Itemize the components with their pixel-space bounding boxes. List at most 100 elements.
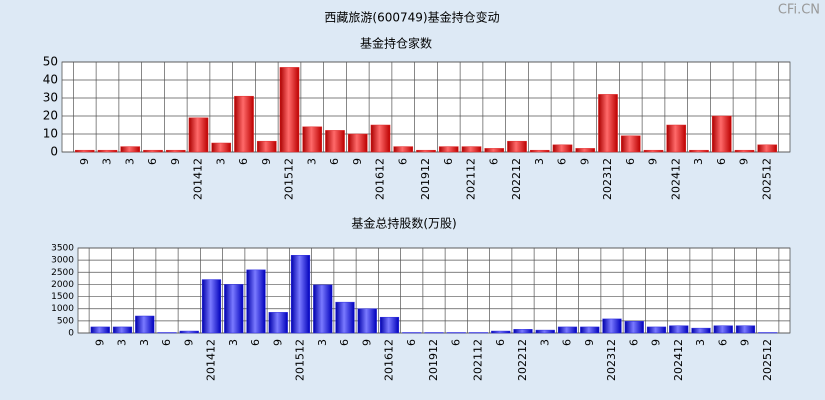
bar (711, 115, 732, 153)
x-tick-label: 201512 (294, 339, 307, 381)
x-tick-label: 9 (650, 339, 663, 346)
bar (507, 140, 527, 153)
bar (279, 67, 300, 153)
x-tick-label: 6 (624, 158, 637, 165)
x-tick-label: 3 (533, 158, 546, 165)
x-tick-label: 3 (101, 158, 114, 165)
bar (416, 149, 436, 153)
bar (302, 126, 323, 153)
bar (557, 326, 578, 334)
x-tick-label: 3 (694, 339, 707, 346)
y-tick-label: 20 (43, 109, 58, 123)
bar (484, 148, 505, 153)
x-tick-label: 3 (316, 339, 329, 346)
x-tick-label: 6 (249, 339, 262, 346)
bar (713, 325, 733, 334)
x-tick-label: 3 (214, 158, 227, 165)
x-tick-label: 202512 (761, 339, 774, 381)
x-tick-label: 3 (116, 339, 129, 346)
x-tick-label: 6 (237, 158, 250, 165)
x-tick-label: 6 (487, 158, 500, 165)
x-tick-label: 202312 (601, 158, 614, 200)
x-tick-label: 9 (169, 158, 182, 165)
bar (735, 325, 756, 334)
x-tick-label: 9 (78, 158, 91, 165)
y-tick-label: 3500 (51, 244, 74, 254)
x-tick-label: 201912 (427, 339, 440, 381)
bar (135, 315, 155, 334)
bar (646, 326, 667, 334)
bar (165, 149, 186, 153)
bar (347, 133, 368, 153)
x-tick-label: 6 (405, 339, 418, 346)
bar (224, 284, 244, 334)
bar (669, 325, 689, 334)
x-tick-label: 6 (449, 339, 462, 346)
x-tick-label: 6 (442, 158, 455, 165)
x-tick-label: 6 (160, 339, 173, 346)
bar (552, 144, 573, 153)
x-tick-label: 202312 (605, 339, 618, 381)
bar (491, 330, 511, 334)
x-tick-label: 9 (583, 339, 596, 346)
y-tick-label: 500 (57, 316, 74, 326)
x-tick-label: 9 (738, 158, 751, 165)
bar (643, 149, 664, 153)
x-tick-label: 201412 (205, 339, 218, 381)
bar (602, 318, 622, 334)
bar (620, 135, 641, 153)
x-tick-label: 202212 (516, 339, 529, 381)
bar (313, 284, 333, 334)
x-tick-label: 9 (93, 339, 106, 346)
y-tick-label: 40 (43, 73, 58, 87)
x-tick-label: 6 (328, 158, 341, 165)
bar (74, 149, 95, 153)
x-tick-label: 3 (538, 339, 551, 346)
x-tick-label: 202512 (760, 158, 773, 200)
bar (575, 148, 596, 153)
plot-area (77, 247, 791, 334)
x-tick-label: 202212 (510, 158, 523, 200)
bar (268, 312, 288, 334)
bar (112, 326, 133, 334)
bar (691, 327, 711, 334)
bar (689, 149, 709, 153)
x-tick-label: 201612 (374, 158, 387, 200)
x-tick-label: 201412 (192, 158, 205, 200)
bar (598, 94, 618, 153)
x-tick-label: 6 (561, 339, 574, 346)
bar (580, 326, 600, 334)
bar (535, 329, 555, 334)
x-tick-label: 201912 (419, 158, 432, 200)
x-tick-label: 3 (305, 158, 318, 165)
x-tick-label: 6 (338, 339, 351, 346)
bar (370, 124, 391, 153)
x-tick-label: 6 (494, 339, 507, 346)
bar (357, 308, 377, 334)
bar (188, 117, 209, 153)
x-tick-label: 9 (260, 158, 273, 165)
x-tick-label: 202412 (672, 339, 685, 381)
x-tick-label: 6 (716, 339, 729, 346)
bar (120, 146, 141, 153)
page-title: 西藏旅游(600749)基金持仓变动 (324, 10, 499, 25)
bar (461, 146, 482, 153)
y-tick-label: 50 (43, 55, 58, 69)
x-tick-label: 9 (182, 339, 195, 346)
x-tick-label: 3 (692, 158, 705, 165)
bar (513, 329, 533, 334)
x-tick-label: 9 (271, 339, 284, 346)
y-tick-label: 2500 (51, 268, 74, 278)
x-tick-label: 202112 (465, 158, 478, 200)
x-tick-label: 9 (739, 339, 752, 346)
y-tick-label: 0 (68, 329, 74, 339)
x-tick-label: 3 (227, 339, 240, 346)
bar (97, 149, 118, 153)
bar (143, 149, 163, 153)
bar (256, 140, 277, 153)
x-tick-label: 6 (556, 158, 569, 165)
bar (335, 301, 355, 334)
x-tick-label: 201512 (283, 158, 296, 200)
bar (379, 316, 400, 334)
